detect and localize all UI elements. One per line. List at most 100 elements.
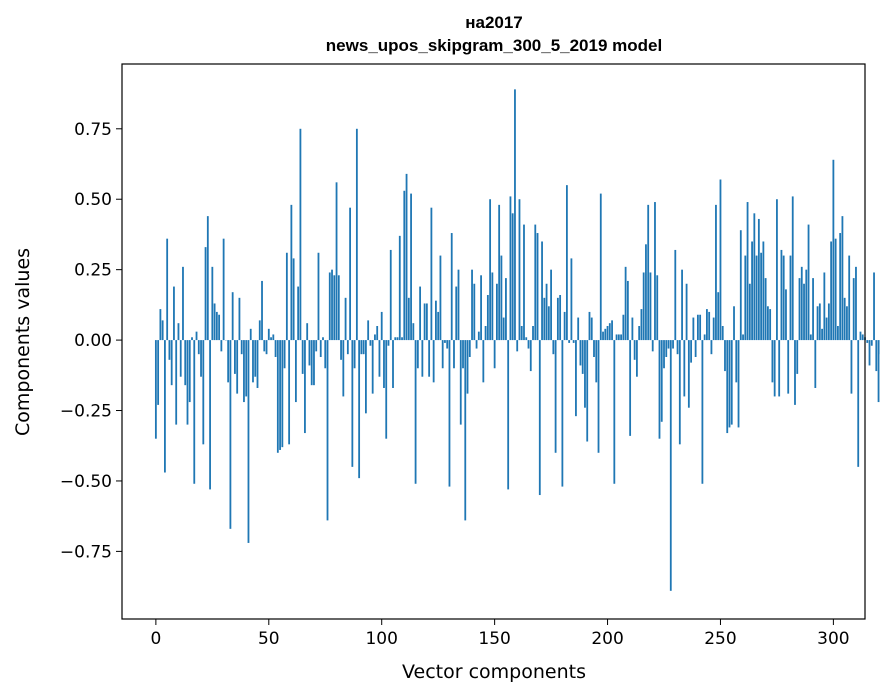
bar (342, 340, 345, 397)
bar (288, 340, 291, 445)
bar (236, 340, 239, 394)
bar (464, 340, 467, 521)
bar (870, 340, 873, 346)
bar (861, 334, 864, 341)
bar (186, 340, 189, 425)
bar (502, 317, 505, 341)
bar (676, 340, 679, 355)
bar (346, 340, 349, 355)
bar (866, 340, 869, 343)
bar (294, 340, 297, 403)
bar (407, 297, 410, 341)
bar (841, 216, 844, 341)
bar (586, 340, 589, 442)
bar (326, 340, 329, 521)
bar (258, 320, 261, 341)
bar (737, 340, 740, 428)
bar (782, 255, 785, 341)
bar (579, 340, 582, 366)
bar (624, 266, 627, 341)
bar (317, 252, 320, 341)
bar (615, 334, 618, 341)
bar (423, 303, 426, 341)
bar (665, 340, 668, 357)
bar (328, 272, 331, 341)
bar (794, 340, 796, 405)
bar (387, 340, 390, 346)
bar (773, 340, 776, 397)
bar (401, 337, 403, 341)
bar (796, 340, 799, 374)
bar (389, 249, 392, 341)
bar (532, 326, 534, 341)
bar (272, 334, 275, 341)
bars-group (154, 89, 880, 591)
bar (351, 340, 354, 467)
bar (584, 340, 586, 408)
bar (385, 340, 388, 439)
bar (319, 340, 322, 357)
bar (227, 340, 230, 383)
y-axis-label: Components values (12, 248, 34, 436)
bar (403, 190, 406, 341)
bar (247, 340, 250, 543)
bar (170, 340, 173, 386)
bar (200, 340, 202, 377)
bar (211, 266, 214, 341)
bar (818, 303, 821, 341)
bar (344, 297, 347, 341)
bar (766, 306, 769, 341)
y-tick-label: −0.50 (60, 472, 112, 492)
bar (620, 334, 623, 341)
bar (267, 328, 270, 341)
x-tick-label: 300 (817, 629, 849, 649)
bar (846, 306, 848, 341)
bar (608, 323, 611, 341)
bar (712, 317, 715, 341)
bar (660, 340, 663, 422)
bar (157, 340, 160, 405)
bar (595, 340, 598, 383)
bar (692, 317, 695, 341)
bar (529, 340, 532, 372)
bar (482, 340, 485, 383)
bar (769, 309, 772, 341)
bar (238, 297, 241, 341)
bar (575, 340, 577, 417)
bar (728, 340, 731, 428)
bar (491, 272, 494, 341)
bar (708, 311, 711, 341)
bar (437, 311, 440, 341)
bar (683, 340, 686, 397)
bar (606, 326, 609, 341)
bar (719, 179, 722, 341)
bar (191, 337, 193, 341)
bar (392, 340, 394, 388)
bar (672, 340, 674, 349)
bar (807, 224, 810, 341)
bar (218, 314, 221, 341)
bar (832, 159, 835, 341)
bar (593, 340, 595, 357)
bar (195, 331, 198, 341)
bar (256, 340, 259, 388)
bar (547, 306, 550, 341)
bar (710, 340, 713, 355)
bar (175, 340, 178, 425)
bar (322, 337, 324, 341)
bar (425, 303, 428, 341)
bar (193, 340, 196, 484)
bar (245, 340, 248, 397)
bar (588, 311, 591, 341)
bar (873, 272, 875, 341)
bar (202, 340, 205, 445)
bar (520, 326, 523, 341)
bar (565, 185, 568, 341)
bar (432, 340, 435, 383)
bar (297, 286, 300, 341)
bar (421, 340, 424, 377)
bar (658, 340, 661, 439)
bar (441, 340, 444, 369)
bar (324, 340, 327, 369)
bar (791, 196, 794, 341)
